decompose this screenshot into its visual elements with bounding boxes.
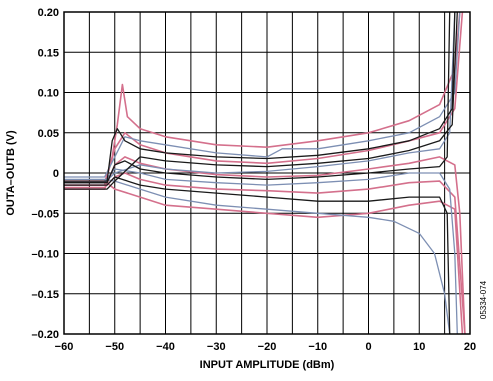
plot-frame [63,11,471,335]
series-line-11 [64,176,451,334]
y-tick-label: –0.20 [31,329,59,341]
figure-id: 05334-074 [479,280,488,319]
y-tick-label: –0.15 [31,289,59,301]
y-tick-label: –0.10 [31,249,59,261]
x-tick-label: −10 [308,341,327,353]
y-tick-label: 0.20 [38,7,59,19]
series-line-10 [64,12,451,184]
series-line-0 [64,12,461,184]
series-line-5 [64,12,461,178]
x-tick-label: 0 [365,341,371,353]
y-tick-label: 0 [53,168,59,180]
y-tick-label: 0.15 [38,47,59,59]
x-tick-label: 20 [464,341,476,353]
y-tick-label: –0.05 [31,208,59,220]
y-axis-title: OUTA–OUTB (V) [5,130,17,216]
x-axis-title: INPUT AMPLITUDE (dBm) [200,359,335,371]
series-line-3 [64,172,466,334]
x-tick-label: −40 [156,341,175,353]
x-tick-label: −50 [105,341,124,353]
series-line-9 [64,12,456,182]
x-tick-labels: −60 −50 −40 −30 −20 −10 0 10 20 [55,341,476,353]
y-tick-label: 0.10 [38,88,59,100]
series-line-12 [64,12,458,190]
x-tick-label: −60 [55,341,74,353]
series-line-1 [64,12,464,186]
x-tick-label: 10 [413,341,425,353]
series-line-2 [64,156,466,334]
series-group [64,12,466,334]
y-tick-labels: –0.20 –0.15 –0.10 –0.05 0 0.05 0.10 0.15 0.20 [31,7,59,341]
x-tick-label: −30 [207,341,226,353]
series-line-4 [64,180,464,334]
series-line-8 [64,12,456,184]
series-line-6 [64,168,458,334]
y-tick-label: 0.05 [38,128,59,140]
x-tick-label: −20 [258,341,277,353]
series-line-7 [64,178,451,334]
